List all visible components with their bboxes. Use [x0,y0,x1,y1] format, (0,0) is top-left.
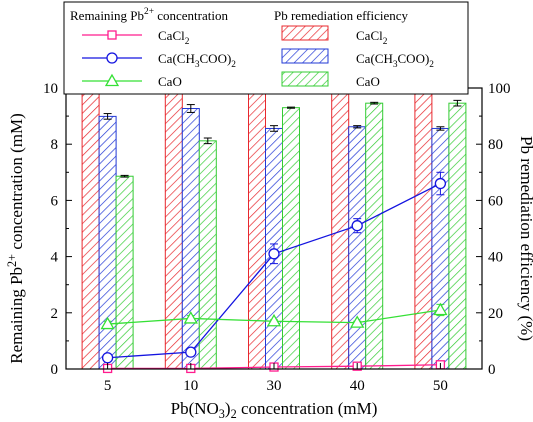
y-right-tick-label: 80 [488,137,503,153]
y-right-tick-label: 60 [488,193,503,209]
x-tick-label: 50 [433,378,448,394]
y-right-tick-label: 40 [488,250,503,266]
bar [248,91,266,370]
y-left-tick-label: 6 [51,193,59,209]
y-right-axis-title: Pb remediation efficiency (%) [517,136,533,341]
legend-bar-label: Ca(CH3COO)2 [356,51,434,70]
bar [448,102,467,370]
data-point-triangle [350,315,365,328]
data-point-triangle [104,73,120,87]
data-point-triangle [183,311,198,324]
x-tick-label: 10 [183,378,198,394]
y-left-tick-label: 2 [51,306,59,322]
bar [431,127,450,370]
y-left-tick-label: 4 [51,250,59,266]
bar [181,108,200,370]
x-tick-label: 30 [267,378,282,394]
data-point-triangle [266,313,282,327]
legend-line-label: CaO [158,74,182,89]
legend-box [63,1,469,95]
bar [81,91,100,370]
data-point-triangle [100,316,115,330]
legend-bar-label: CaO [356,74,380,89]
data-point-triangle [433,302,448,316]
bar [115,175,134,370]
data-point-circle [106,52,118,64]
data-point-circle [268,248,280,260]
x-tick-label: 40 [350,378,365,394]
legend-bar-label: CaCl2 [356,28,388,47]
x-axis-title: Pb(NO3)2 concentration (mM) [171,399,378,421]
legend-bar-swatch [281,25,329,41]
legend-heading-left: Remaining Pb2+ concentration [70,7,228,23]
bar [348,126,367,370]
data-point-circle [434,177,447,190]
y-left-tick-label: 0 [51,362,59,378]
bar [414,91,433,370]
legend-heading-right: Pb remediation efficiency [274,8,409,23]
y-right-tick-label: 100 [488,81,511,97]
x-tick-label: 5 [104,378,112,394]
data-point-circle [185,346,197,358]
legend-bar-swatch [281,48,329,64]
legend-bar-swatch [281,71,329,87]
y-right-tick-label: 0 [488,362,496,378]
legend-line-label: Ca(CH3COO)2 [158,51,236,70]
bar [282,107,300,370]
bar [164,91,183,370]
y-right-tick-label: 20 [488,306,503,322]
data-point-circle [101,352,114,364]
bar [98,115,117,370]
data-point-circle [351,220,363,232]
bar [331,91,350,370]
bar [365,102,384,370]
y-left-tick-label: 10 [43,81,58,97]
legend-line-label: CaCl2 [158,28,190,47]
y-left-axis-title: Remaining Pb2+ concentration (mM) [5,113,26,364]
y-left-tick-label: 8 [51,137,59,153]
bar [198,140,217,370]
data-point-square [107,30,117,40]
